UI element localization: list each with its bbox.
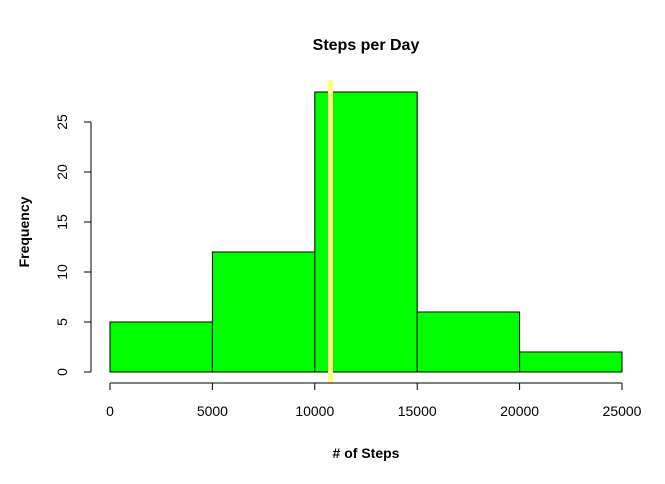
x-axis: 0 5000 10000 15000 20000 25000 xyxy=(106,382,642,419)
y-tick-label-3: 15 xyxy=(54,214,70,230)
bar-4 xyxy=(519,351,623,373)
y-axis-label: Frequency xyxy=(16,196,32,267)
chart-title: Steps per Day xyxy=(313,37,420,54)
x-tick-label-2: 10000 xyxy=(295,403,334,419)
bar-0 xyxy=(109,321,213,373)
y-tick-label-2: 10 xyxy=(54,264,70,280)
x-axis-label: # of Steps xyxy=(333,445,400,461)
x-tick-label-5: 25000 xyxy=(603,403,642,419)
y-tick-label-5: 25 xyxy=(54,114,70,130)
y-tick-label-1: 5 xyxy=(54,318,70,326)
bar-3 xyxy=(416,311,521,373)
x-tick-label-4: 20000 xyxy=(500,403,539,419)
y-axis: 0 5 10 15 20 25 xyxy=(54,114,92,376)
bar-1 xyxy=(211,251,316,373)
y-tick-label-0: 0 xyxy=(54,368,70,376)
x-tick-label-0: 0 xyxy=(106,403,114,419)
bars-group xyxy=(109,91,623,373)
x-tick-label-1: 5000 xyxy=(197,403,228,419)
y-tick-label-4: 20 xyxy=(54,164,70,180)
x-tick-label-3: 15000 xyxy=(398,403,437,419)
